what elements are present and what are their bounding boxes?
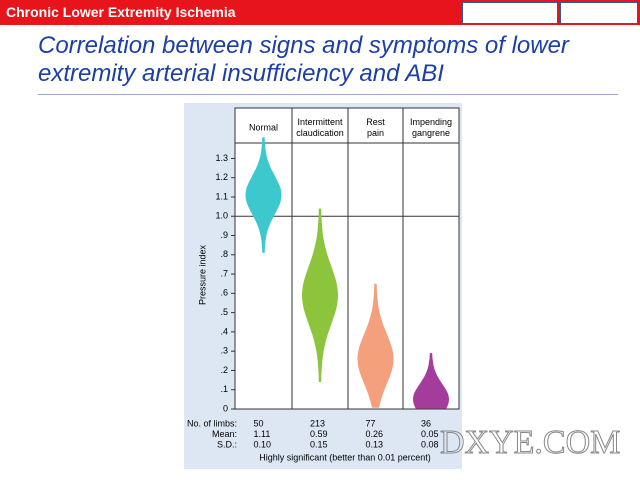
stat-value: 0.59 <box>310 429 328 439</box>
distribution <box>302 208 338 382</box>
y-tick-label: .7 <box>220 268 228 278</box>
stat-value: 50 <box>254 418 264 428</box>
category-label: Impending gangrene <box>410 117 452 138</box>
footnote: Highly significant (better than 0.01 per… <box>259 452 431 462</box>
divider <box>38 94 618 95</box>
stat-value: 0.08 <box>421 439 439 449</box>
stat-label: Mean: <box>212 429 237 439</box>
y-tick-label: 1.0 <box>215 211 228 221</box>
logo <box>462 2 558 24</box>
y-tick-label: .4 <box>220 326 228 336</box>
distribution <box>413 353 449 409</box>
slide-title: Correlation between signs and symptoms o… <box>38 32 569 87</box>
stat-value: 0.10 <box>254 439 272 449</box>
y-tick-label: .6 <box>220 288 228 298</box>
distribution <box>357 283 394 408</box>
y-tick-label: 0 <box>223 403 228 413</box>
y-tick-label: 1.1 <box>215 191 228 201</box>
header-bar: Chronic Lower Extremity Ischemia <box>0 0 640 25</box>
y-tick-label: .1 <box>220 384 228 394</box>
stat-value: 0.13 <box>366 439 384 449</box>
stat-label: S.D.: <box>217 439 237 449</box>
stat-label: No. of limbs: <box>187 418 237 428</box>
y-axis-label: Pressure index <box>197 244 207 305</box>
y-tick-label: .8 <box>220 249 228 259</box>
y-tick-label: .2 <box>220 365 228 375</box>
stat-value: 213 <box>310 418 325 428</box>
stat-value: 0.05 <box>421 429 439 439</box>
logo <box>560 2 638 24</box>
stat-value: 0.26 <box>366 429 384 439</box>
category-label: Intermittent claudication <box>296 117 344 138</box>
stat-value: 77 <box>366 418 376 428</box>
y-tick-label: 1.2 <box>215 172 228 182</box>
stat-value: 0.15 <box>310 439 328 449</box>
y-tick-label: 1.3 <box>215 153 228 163</box>
category-label: Rest pain <box>366 117 385 138</box>
category-label: Normal <box>249 122 278 132</box>
watermark: DXYE.COM <box>440 424 620 461</box>
stat-value: 1.11 <box>254 429 271 439</box>
header-title: Chronic Lower Extremity Ischemia <box>6 4 236 20</box>
y-tick-label: .5 <box>220 307 228 317</box>
distribution <box>245 137 282 253</box>
stat-value: 36 <box>421 418 431 428</box>
plot-area <box>234 107 460 410</box>
y-tick-label: .9 <box>220 230 228 240</box>
y-tick-label: .3 <box>220 346 228 356</box>
